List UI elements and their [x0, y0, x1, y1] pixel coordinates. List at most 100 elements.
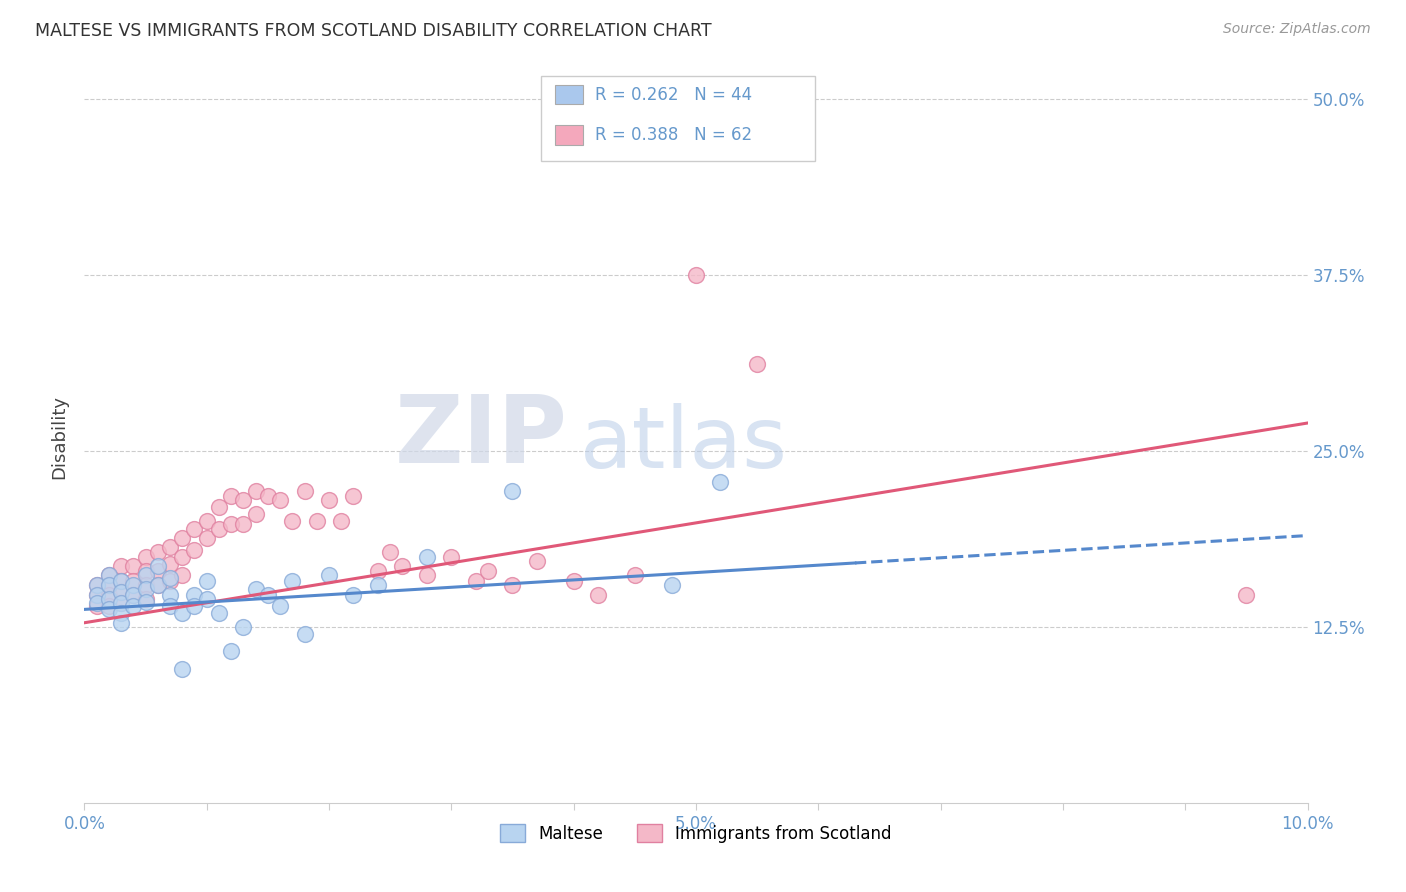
- Point: [86, 599, 108, 613]
- Point: [440, 549, 463, 564]
- Point: [709, 475, 731, 489]
- Point: [110, 596, 132, 610]
- Point: [342, 489, 364, 503]
- Point: [97, 591, 120, 606]
- Point: [502, 483, 524, 498]
- Point: [146, 578, 169, 592]
- Point: [502, 578, 524, 592]
- Point: [159, 571, 181, 585]
- Point: [146, 559, 169, 574]
- Point: [219, 489, 242, 503]
- Point: [97, 568, 120, 582]
- Point: [624, 568, 647, 582]
- Point: [110, 559, 132, 574]
- Point: [122, 578, 145, 592]
- Point: [367, 578, 389, 592]
- Point: [110, 615, 132, 630]
- Point: [135, 564, 157, 578]
- Point: [135, 549, 157, 564]
- Point: [159, 540, 181, 554]
- Point: [172, 549, 194, 564]
- Point: [305, 515, 328, 529]
- Point: [86, 588, 108, 602]
- Point: [380, 545, 402, 559]
- Point: [526, 554, 548, 568]
- Point: [97, 578, 120, 592]
- Text: Source: ZipAtlas.com: Source: ZipAtlas.com: [1223, 22, 1371, 37]
- Point: [86, 578, 108, 592]
- Point: [172, 532, 194, 546]
- Point: [391, 559, 413, 574]
- Point: [110, 606, 132, 620]
- Point: [122, 588, 145, 602]
- Point: [1236, 588, 1258, 602]
- Point: [183, 521, 205, 535]
- Point: [110, 584, 132, 599]
- Point: [122, 599, 145, 613]
- Point: [172, 662, 194, 676]
- Point: [97, 588, 120, 602]
- Point: [183, 599, 205, 613]
- Text: R = 0.262   N = 44: R = 0.262 N = 44: [595, 86, 752, 103]
- Point: [195, 574, 218, 588]
- Point: [159, 599, 181, 613]
- Point: [281, 515, 304, 529]
- Point: [122, 559, 145, 574]
- Point: [135, 582, 157, 596]
- Point: [86, 578, 108, 592]
- Point: [245, 508, 267, 522]
- Point: [269, 493, 291, 508]
- Point: [245, 483, 267, 498]
- Point: [416, 568, 439, 582]
- Legend: Maltese, Immigrants from Scotland: Maltese, Immigrants from Scotland: [494, 818, 898, 849]
- Point: [195, 532, 218, 546]
- Point: [146, 545, 169, 559]
- Point: [110, 596, 132, 610]
- Point: [562, 574, 585, 588]
- Point: [219, 644, 242, 658]
- Point: [183, 588, 205, 602]
- Point: [257, 489, 280, 503]
- Point: [245, 582, 267, 596]
- Point: [135, 578, 157, 592]
- Point: [122, 574, 145, 588]
- Point: [318, 493, 340, 508]
- Point: [135, 591, 157, 606]
- Point: [367, 564, 389, 578]
- Point: [110, 584, 132, 599]
- Point: [661, 578, 683, 592]
- Point: [294, 627, 316, 641]
- Point: [110, 574, 132, 588]
- Text: MALTESE VS IMMIGRANTS FROM SCOTLAND DISABILITY CORRELATION CHART: MALTESE VS IMMIGRANTS FROM SCOTLAND DISA…: [35, 22, 711, 40]
- Point: [747, 357, 769, 371]
- Point: [135, 568, 157, 582]
- Point: [281, 574, 304, 588]
- Y-axis label: Disability: Disability: [51, 395, 69, 479]
- Point: [195, 515, 218, 529]
- Point: [232, 517, 254, 532]
- Text: R = 0.388   N = 62: R = 0.388 N = 62: [595, 126, 752, 144]
- Point: [464, 574, 486, 588]
- Point: [318, 568, 340, 582]
- Point: [97, 599, 120, 613]
- Point: [342, 588, 364, 602]
- Point: [232, 493, 254, 508]
- Point: [208, 521, 231, 535]
- Point: [330, 515, 353, 529]
- Point: [97, 568, 120, 582]
- Point: [208, 606, 231, 620]
- Point: [232, 620, 254, 634]
- Point: [110, 574, 132, 588]
- Text: ZIP: ZIP: [395, 391, 568, 483]
- Point: [219, 517, 242, 532]
- Point: [159, 557, 181, 571]
- Point: [294, 483, 316, 498]
- Point: [208, 500, 231, 515]
- Point: [183, 542, 205, 557]
- Point: [146, 578, 169, 592]
- Point: [685, 268, 707, 283]
- Point: [269, 599, 291, 613]
- Point: [477, 564, 499, 578]
- Point: [257, 588, 280, 602]
- Point: [97, 578, 120, 592]
